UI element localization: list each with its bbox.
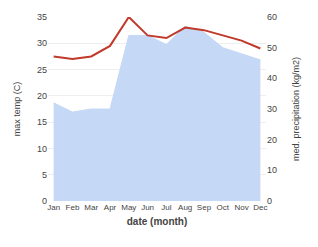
svg-text:20: 20 (267, 135, 277, 145)
svg-text:Feb: Feb (66, 203, 80, 212)
svg-text:date (month): date (month) (127, 216, 188, 227)
svg-text:Mar: Mar (84, 203, 98, 212)
svg-text:max temp (C): max temp (C) (12, 82, 22, 137)
svg-text:med. precipitation (kg/m2): med. precipitation (kg/m2) (291, 57, 301, 161)
svg-text:Jan: Jan (47, 203, 60, 212)
svg-text:Sep: Sep (197, 203, 212, 212)
svg-text:40: 40 (267, 73, 277, 83)
svg-text:5: 5 (42, 170, 47, 180)
svg-text:Aug: Aug (178, 203, 192, 212)
svg-text:Nov: Nov (234, 203, 248, 212)
svg-text:10: 10 (267, 165, 277, 175)
svg-text:15: 15 (37, 117, 47, 127)
svg-text:20: 20 (37, 91, 47, 101)
svg-text:May: May (121, 203, 136, 212)
svg-text:0: 0 (42, 196, 47, 206)
svg-text:60: 60 (267, 12, 277, 22)
svg-text:Dec: Dec (253, 203, 267, 212)
svg-text:30: 30 (37, 38, 47, 48)
svg-text:Oct: Oct (217, 203, 230, 212)
svg-text:30: 30 (267, 104, 277, 114)
svg-text:35: 35 (37, 12, 47, 22)
svg-text:10: 10 (37, 144, 47, 154)
svg-text:Jul: Jul (161, 203, 171, 212)
svg-text:50: 50 (267, 43, 277, 53)
svg-text:Apr: Apr (104, 203, 117, 212)
svg-text:25: 25 (37, 65, 47, 75)
svg-text:Jun: Jun (141, 203, 154, 212)
svg-text:0: 0 (267, 196, 272, 206)
